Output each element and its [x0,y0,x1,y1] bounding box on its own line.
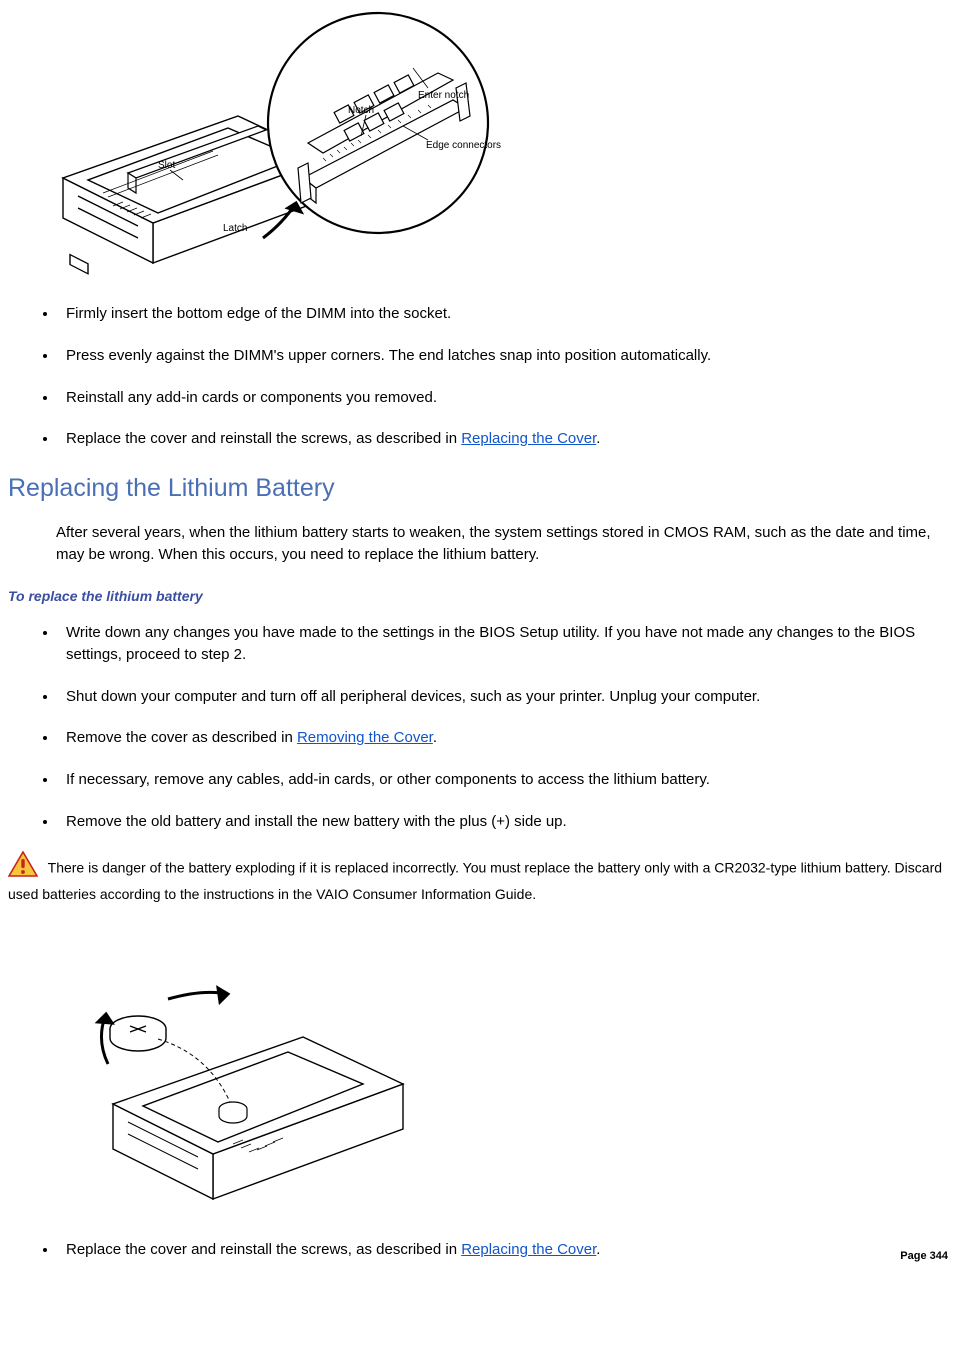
list-item: Reinstall any add-in cards or components… [58,387,950,409]
list-item: Press evenly against the DIMM's upper co… [58,345,950,367]
section-intro: After several years, when the lithium ba… [56,522,950,566]
label-edge-connectors: Edge connectors [426,140,501,151]
link-removing-cover[interactable]: Removing the Cover [297,729,433,746]
step-text: Shut down your computer and turn off all… [66,688,760,705]
step-text: Reinstall any add-in cards or components… [66,389,437,406]
warning-text: There is danger of the battery exploding… [8,859,942,902]
step-prefix: Replace the cover and reinstall the scre… [66,430,461,447]
link-replacing-cover-2[interactable]: Replacing the Cover [461,1241,596,1258]
list-item: Shut down your computer and turn off all… [58,686,950,708]
warning-icon [8,851,38,882]
procedure-subhead: To replace the lithium battery [8,586,950,606]
list-item: If necessary, remove any cables, add-in … [58,769,950,791]
step-text: Press evenly against the DIMM's upper co… [66,347,711,364]
steps-battery: Write down any changes you have made to … [8,622,950,833]
steps-final: Replace the cover and reinstall the scre… [8,1239,950,1261]
list-item: Remove the cover as described in Removin… [58,727,950,749]
warning-block: There is danger of the battery exploding… [8,853,950,905]
list-item: Replace the cover and reinstall the scre… [58,1239,950,1261]
step-text: Remove the old battery and install the n… [66,813,567,830]
link-replacing-cover[interactable]: Replacing the Cover [461,430,596,447]
label-notch: Notch [348,105,374,116]
step-text: Write down any changes you have made to … [66,624,915,663]
label-latch: Latch [223,223,247,234]
list-item: Remove the old battery and install the n… [58,811,950,833]
steps-dimm: Firmly insert the bottom edge of the DIM… [8,303,950,450]
page-number: Page 344 [900,1249,948,1265]
label-slot: Slot [158,160,175,171]
list-item: Write down any changes you have made to … [58,622,950,666]
step-suffix: . [596,1241,600,1258]
battery-install-diagram [8,934,438,1219]
step-text: If necessary, remove any cables, add-in … [66,771,710,788]
list-item: Firmly insert the bottom edge of the DIM… [58,303,950,325]
section-heading: Replacing the Lithium Battery [8,470,950,506]
step-prefix: Replace the cover and reinstall the scre… [66,1241,461,1258]
step-suffix: . [433,729,437,746]
figure-battery-install [8,934,950,1219]
step-suffix: . [596,430,600,447]
list-item: Replace the cover and reinstall the scre… [58,428,950,450]
label-center-notch: Enter notch [418,90,469,101]
step-prefix: Remove the cover as described in [66,729,297,746]
step-text: Firmly insert the bottom edge of the DIM… [66,305,451,322]
figure-dimm-install: Slot Latch [8,8,950,283]
dimm-install-diagram: Slot Latch [8,8,518,283]
